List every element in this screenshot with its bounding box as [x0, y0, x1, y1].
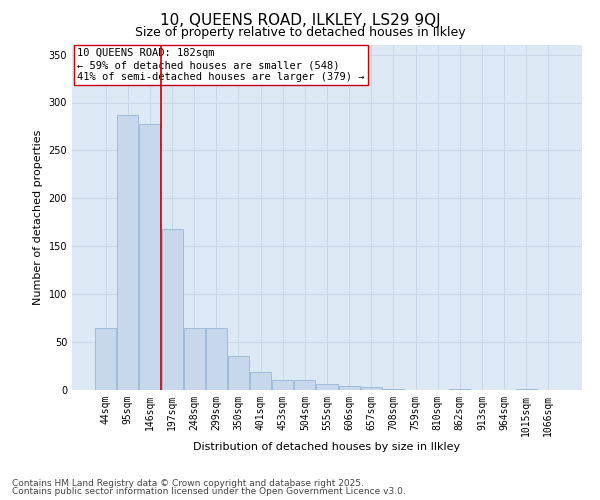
- Bar: [515, 389, 536, 390]
- Bar: [250, 372, 271, 390]
- Bar: [272, 380, 293, 390]
- Bar: [118, 115, 139, 390]
- Bar: [295, 380, 316, 390]
- Bar: [206, 328, 227, 390]
- Bar: [338, 386, 359, 390]
- Text: Contains public sector information licensed under the Open Government Licence v3: Contains public sector information licen…: [12, 487, 406, 496]
- X-axis label: Distribution of detached houses by size in Ilkley: Distribution of detached houses by size …: [193, 442, 461, 452]
- Bar: [139, 124, 160, 390]
- Bar: [228, 356, 249, 390]
- Bar: [184, 328, 205, 390]
- Bar: [95, 328, 116, 390]
- Bar: [316, 384, 338, 390]
- Text: Size of property relative to detached houses in Ilkley: Size of property relative to detached ho…: [134, 26, 466, 39]
- Bar: [161, 229, 182, 390]
- Y-axis label: Number of detached properties: Number of detached properties: [33, 130, 43, 305]
- Bar: [383, 389, 404, 390]
- Text: Contains HM Land Registry data © Crown copyright and database right 2025.: Contains HM Land Registry data © Crown c…: [12, 478, 364, 488]
- Text: 10, QUEENS ROAD, ILKLEY, LS29 9QJ: 10, QUEENS ROAD, ILKLEY, LS29 9QJ: [160, 12, 440, 28]
- Bar: [449, 389, 470, 390]
- Bar: [361, 387, 382, 390]
- Text: 10 QUEENS ROAD: 182sqm
← 59% of detached houses are smaller (548)
41% of semi-de: 10 QUEENS ROAD: 182sqm ← 59% of detached…: [77, 48, 365, 82]
